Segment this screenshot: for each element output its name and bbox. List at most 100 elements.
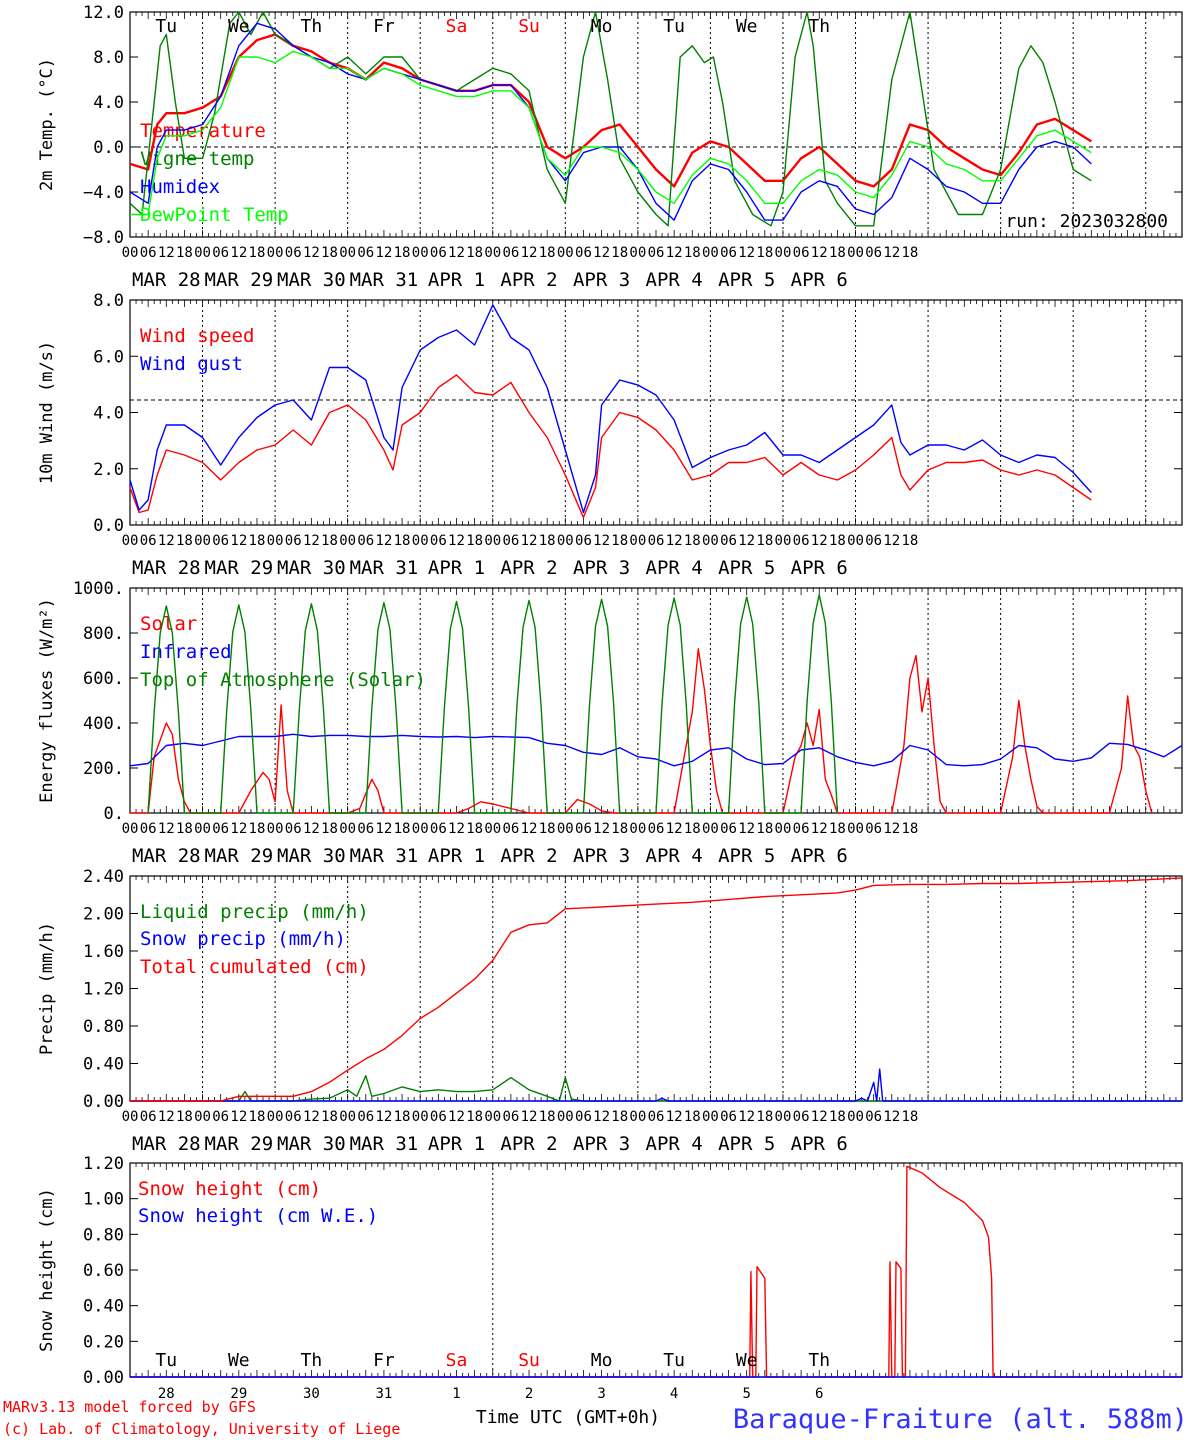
- y-tick-label: 0.00: [83, 1092, 124, 1112]
- hour-tick-label: 06: [502, 1109, 519, 1125]
- hour-tick-label: 00: [122, 245, 139, 261]
- hour-tick-label: 06: [212, 1109, 229, 1125]
- date-label: APR 1: [428, 1133, 485, 1155]
- hour-tick-label: 18: [539, 821, 556, 837]
- hour-tick-label: 12: [811, 533, 828, 549]
- hour-tick-label: 06: [430, 821, 447, 837]
- hour-tick-label: 06: [502, 533, 519, 549]
- weekday-label: We: [736, 16, 758, 37]
- hour-tick-label: 06: [648, 1109, 665, 1125]
- date-label: APR 6: [791, 557, 848, 579]
- day-number-label: 28: [158, 1386, 175, 1402]
- hour-tick-label: 00: [194, 821, 211, 837]
- legend-entry: Solar: [140, 613, 197, 635]
- weekday-label: Tu: [663, 16, 685, 37]
- date-label: APR 2: [500, 1133, 557, 1155]
- hour-tick-label: 06: [793, 1109, 810, 1125]
- date-label: MAR 30: [277, 1133, 346, 1155]
- hour-tick-label: 18: [611, 1109, 628, 1125]
- legend-entry: Wind gust: [140, 353, 243, 375]
- date-label: MAR 28: [132, 557, 201, 579]
- hour-tick-label: 12: [230, 245, 247, 261]
- hour-tick-label: 00: [194, 1109, 211, 1125]
- y-tick-label: 1000.: [73, 579, 124, 599]
- hour-tick-label: 00: [122, 533, 139, 549]
- date-label: APR 5: [718, 557, 775, 579]
- hour-tick-label: 12: [593, 1109, 610, 1125]
- hour-tick-label: 06: [285, 533, 302, 549]
- hour-tick-label: 00: [629, 245, 646, 261]
- hour-tick-label: 06: [212, 533, 229, 549]
- hour-tick-label: 18: [684, 533, 701, 549]
- hour-tick-label: 12: [883, 1109, 900, 1125]
- y-tick-label: 8.0: [93, 48, 124, 68]
- weekday-label: Fr: [373, 1350, 395, 1371]
- y-axis-label: Precip (mm/h): [37, 922, 57, 1055]
- date-label: APR 3: [573, 269, 630, 291]
- date-label: MAR 28: [132, 845, 201, 867]
- hour-tick-label: 06: [140, 821, 157, 837]
- hour-tick-label: 18: [394, 821, 411, 837]
- hour-tick-label: 12: [738, 533, 755, 549]
- hour-tick-label: 06: [648, 533, 665, 549]
- hour-tick-label: 18: [466, 821, 483, 837]
- hour-tick-label: 18: [756, 533, 773, 549]
- legend-entry: Total cumulated (cm): [140, 956, 369, 978]
- date-label: MAR 29: [205, 1133, 274, 1155]
- series-line-infrared: [129, 733, 1183, 767]
- station-title: Baraque-Fraiture (alt. 588m): [733, 1404, 1188, 1435]
- hour-tick-label: 12: [521, 533, 538, 549]
- hour-tick-label: 18: [321, 1109, 338, 1125]
- day-number-label: 29: [230, 1386, 247, 1402]
- hour-tick-label: 00: [267, 245, 284, 261]
- date-label: APR 4: [646, 1133, 703, 1155]
- hour-tick-label: 06: [793, 245, 810, 261]
- hour-tick-label: 18: [902, 245, 919, 261]
- legend-entry: Vigne temp: [140, 148, 254, 170]
- hour-tick-label: 18: [756, 821, 773, 837]
- hour-tick-label: 18: [249, 533, 266, 549]
- hour-tick-label: 00: [267, 821, 284, 837]
- hour-tick-label: 00: [775, 1109, 792, 1125]
- hour-tick-label: 00: [412, 245, 429, 261]
- hour-tick-label: 00: [122, 821, 139, 837]
- hour-tick-label: 18: [902, 821, 919, 837]
- hour-tick-label: 18: [756, 1109, 773, 1125]
- hour-tick-label: 18: [829, 533, 846, 549]
- hour-tick-label: 18: [611, 533, 628, 549]
- hour-tick-label: 12: [376, 1109, 393, 1125]
- hour-tick-label: 06: [285, 1109, 302, 1125]
- weekday-label: Tu: [155, 1350, 177, 1371]
- hour-tick-label: 12: [666, 533, 683, 549]
- hour-tick-label: 06: [357, 245, 374, 261]
- hour-tick-label: 12: [521, 821, 538, 837]
- hour-tick-label: 00: [629, 533, 646, 549]
- footer: MARv3.13 model forced by GFS (c) Lab. of…: [3, 1398, 1188, 1438]
- y-axis-label: Energy fluxes (W/m²): [37, 598, 57, 803]
- weekday-label: Sa: [446, 16, 468, 37]
- y-tick-label: 600.: [83, 669, 124, 689]
- date-label: APR 5: [718, 269, 775, 291]
- hour-tick-label: 12: [448, 533, 465, 549]
- legend-entry: Snow height (cm W.E.): [138, 1205, 378, 1227]
- date-label: APR 3: [573, 557, 630, 579]
- date-label: MAR 28: [132, 1133, 201, 1155]
- hour-tick-label: 06: [720, 821, 737, 837]
- hour-tick-label: 06: [865, 821, 882, 837]
- y-tick-label: −8.0: [83, 228, 124, 248]
- hour-tick-label: 12: [376, 245, 393, 261]
- credit-line-2: (c) Lab. of Climatology, University of L…: [3, 1420, 400, 1438]
- hour-tick-label: 00: [194, 533, 211, 549]
- day-number-label: 2: [525, 1386, 533, 1402]
- hour-tick-label: 06: [430, 245, 447, 261]
- hour-tick-label: 00: [412, 533, 429, 549]
- date-label: APR 6: [791, 1133, 848, 1155]
- y-tick-label: 0.20: [83, 1332, 124, 1352]
- hour-tick-label: 12: [448, 1109, 465, 1125]
- y-axis-label: 10m Wind (m/s): [37, 341, 57, 484]
- date-label: MAR 31: [350, 557, 419, 579]
- hour-tick-label: 18: [684, 245, 701, 261]
- hour-tick-label: 00: [847, 1109, 864, 1125]
- y-tick-label: 0.0: [93, 138, 124, 158]
